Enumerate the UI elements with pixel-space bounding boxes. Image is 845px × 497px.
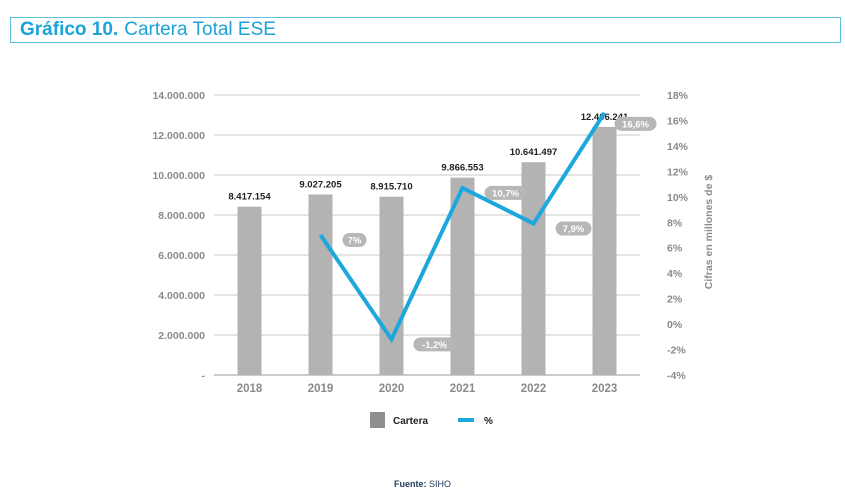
bar-data-label: 10.641.497 xyxy=(510,147,558,158)
y-right-tick-label: -4% xyxy=(667,370,686,382)
source-note: Fuente: SIHO xyxy=(0,479,845,489)
x-tick-label: 2022 xyxy=(521,383,547,395)
chart-title: Cartera Total ESE xyxy=(124,19,276,40)
y-right-tick-label: 8% xyxy=(667,217,683,229)
y-right-tick-label: 0% xyxy=(667,319,683,331)
percent-data-label: -1,2% xyxy=(422,340,447,351)
bar-data-label: 9.027.205 xyxy=(299,179,342,190)
y-left-tick-label: 4.000.000 xyxy=(158,290,205,302)
y-left-tick-label: - xyxy=(202,370,206,382)
bar-data-label: 8.915.710 xyxy=(370,182,412,193)
percent-label-bg xyxy=(614,116,657,131)
percent-label-bg xyxy=(555,221,592,236)
percent-line xyxy=(318,111,607,344)
percent-data-label: 7% xyxy=(348,236,362,247)
y-right-tick-label: 4% xyxy=(667,268,683,280)
y-left-tick-label: 2.000.000 xyxy=(158,330,205,342)
percent-data-label: 16,6% xyxy=(622,119,649,130)
chart-title-box: Gráfico 10. Cartera Total ESE xyxy=(10,17,841,43)
y-right-tick-label: 2% xyxy=(667,294,683,306)
legend-label-percent: % xyxy=(484,416,493,427)
bar xyxy=(237,206,262,375)
percent-label-bg xyxy=(413,337,456,352)
y-right-tick-label: 18% xyxy=(667,90,689,102)
bar xyxy=(521,162,546,375)
bar-data-label: 12.406.241 xyxy=(581,112,629,123)
x-tick-label: 2023 xyxy=(592,383,618,395)
legend-swatch-cartera xyxy=(370,412,385,428)
y-right-tick-label: -2% xyxy=(667,345,686,357)
source-value: SIHO xyxy=(429,479,452,489)
percent-data-label: 7,9% xyxy=(563,224,585,235)
chart-title-prefix: Gráfico 10. xyxy=(20,19,119,40)
y-left-tick-label: 10.000.000 xyxy=(152,170,205,182)
y-left-tick-label: 8.000.000 xyxy=(158,210,205,222)
x-tick-label: 2021 xyxy=(450,383,476,395)
y-left-tick-label: 14.000.000 xyxy=(152,90,205,102)
y-right-axis-label: Cifras en millones de $ xyxy=(703,175,715,290)
y-left-tick-label: 12.000.000 xyxy=(152,130,205,142)
y-right-tick-label: 12% xyxy=(667,166,689,178)
bar-data-label: 8.417.154 xyxy=(228,192,271,203)
bar xyxy=(379,196,404,375)
bar-data-label: 9.866.553 xyxy=(441,163,483,174)
legend-label-cartera: Cartera xyxy=(393,416,428,427)
y-right-tick-label: 14% xyxy=(667,141,689,153)
bar xyxy=(308,194,333,375)
y-right-tick-label: 10% xyxy=(667,192,689,204)
x-tick-label: 2018 xyxy=(237,383,263,395)
percent-label-bg xyxy=(484,185,527,200)
y-right-tick-label: 6% xyxy=(667,243,683,255)
y-left-tick-label: 6.000.000 xyxy=(158,250,205,262)
bar xyxy=(592,126,617,375)
y-right-tick-label: 16% xyxy=(667,115,689,127)
percent-label-bg xyxy=(342,233,367,247)
x-tick-label: 2020 xyxy=(379,383,405,395)
percent-data-label: 10,7% xyxy=(492,188,519,199)
source-label: Fuente: xyxy=(393,479,427,489)
x-tick-label: 2019 xyxy=(308,383,334,395)
